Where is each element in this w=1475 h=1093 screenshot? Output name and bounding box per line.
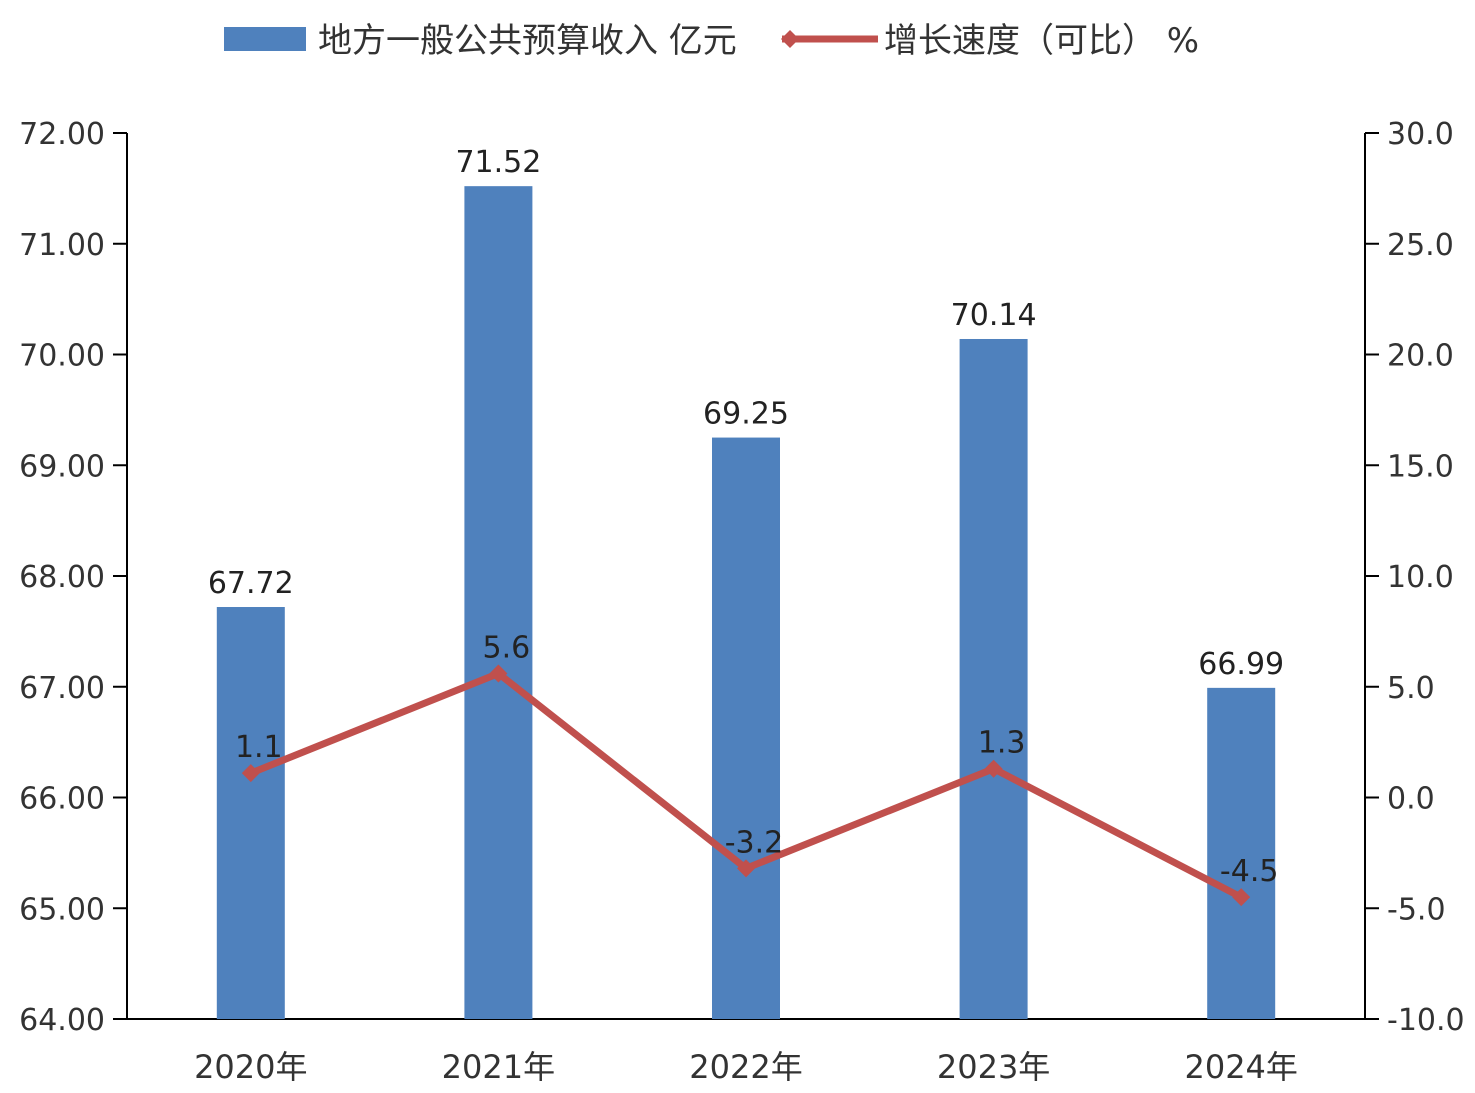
- growth-value-label: 1.1: [235, 730, 283, 765]
- bar-value-label: 71.52: [455, 145, 541, 180]
- right-tick-label: 5.0: [1387, 671, 1435, 706]
- growth-marker: [241, 764, 260, 783]
- right-tick-label: 30.0: [1387, 117, 1454, 152]
- right-tick-label: -5.0: [1387, 892, 1446, 927]
- right-tick-label: 25.0: [1387, 228, 1454, 263]
- growth-value-label: 5.6: [483, 630, 531, 665]
- left-tick-label: 68.00: [19, 560, 105, 595]
- category-label: 2021年: [442, 1048, 555, 1086]
- bar-value-label: 69.25: [703, 397, 789, 432]
- category-label: 2022年: [689, 1048, 802, 1086]
- category-label: 2024年: [1184, 1048, 1297, 1086]
- bar-value-label: 66.99: [1198, 647, 1284, 682]
- legend-swatch-bar: [224, 27, 306, 51]
- growth-value-label: 1.3: [978, 726, 1026, 761]
- growth-value-label: -4.5: [1220, 854, 1279, 889]
- legend-label-line: 增长速度（可比） %: [884, 21, 1199, 61]
- bar: [1207, 687, 1276, 1019]
- right-tick-label: -10.0: [1387, 1003, 1465, 1038]
- growth-line: [241, 664, 1251, 907]
- growth-marker: [737, 859, 755, 878]
- axes: 64.00 65.00 66.00 67.00 68.00 69.00 70.00 71.00…: [19, 117, 1465, 1086]
- bar: [216, 607, 285, 1019]
- legend: 地方一般公共预算收入 亿元 增长速度（可比） %: [224, 21, 1199, 61]
- right-tick-label: 10.0: [1387, 560, 1454, 595]
- legend-label-bar: 地方一般公共预算收入 亿元: [318, 21, 737, 61]
- left-tick-label: 71.00: [19, 228, 105, 263]
- bar: [712, 437, 780, 1019]
- left-tick-label: 64.00: [19, 1003, 105, 1038]
- bar-value-label: 70.14: [951, 298, 1037, 333]
- right-tick-label: 15.0: [1387, 449, 1454, 484]
- right-tick-label: 0.0: [1387, 782, 1435, 817]
- growth-marker: [984, 759, 1003, 778]
- left-tick-label: 69.00: [19, 449, 105, 484]
- growth-marker: [489, 664, 508, 683]
- legend-swatch-marker: [781, 30, 799, 48]
- category-label: 2020年: [194, 1048, 307, 1086]
- left-tick-label: 72.00: [19, 117, 105, 152]
- data-labels: 67.72 71.52 69.25 70.14 66.99 1.1 5.6 -3.2 1.3 -4…: [208, 145, 1284, 889]
- left-tick-label: 70.00: [19, 339, 105, 374]
- bars: [216, 186, 1276, 1019]
- left-tick-label: 66.00: [19, 782, 105, 817]
- bar: [959, 338, 1028, 1019]
- left-tick-label: 65.00: [19, 892, 105, 927]
- category-label: 2023年: [937, 1048, 1050, 1086]
- bar: [464, 186, 533, 1019]
- bar-value-label: 67.72: [208, 566, 294, 601]
- left-tick-label: 67.00: [19, 671, 105, 706]
- growth-marker: [1232, 888, 1251, 907]
- right-tick-label: 20.0: [1387, 339, 1454, 374]
- growth-value-label: -3.2: [725, 825, 784, 860]
